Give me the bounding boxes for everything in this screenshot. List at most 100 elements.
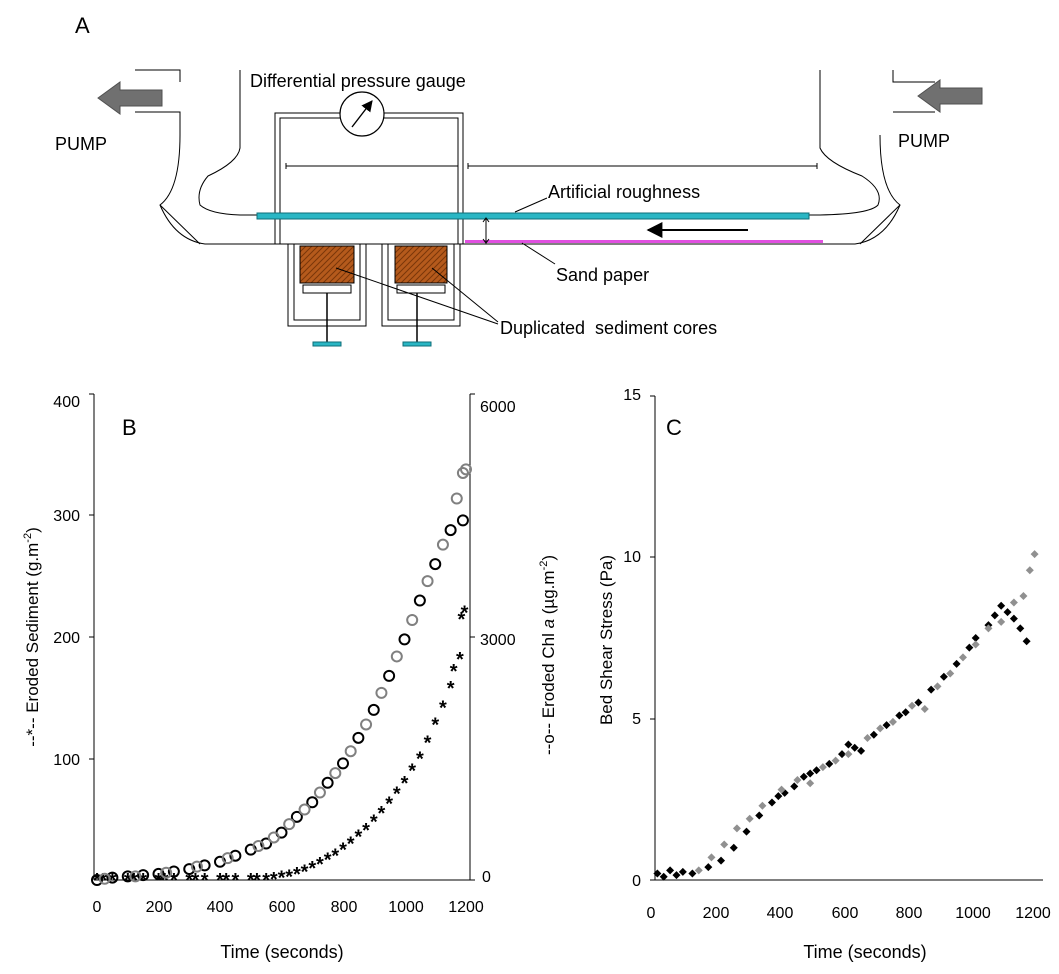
- data-point: [952, 659, 961, 668]
- data-point: [1030, 550, 1039, 559]
- data-point: [659, 872, 668, 881]
- data-point: [221, 852, 234, 865]
- panel-b-y-right-tick: 6000: [480, 399, 516, 416]
- data-point: [895, 711, 904, 720]
- data-point: *: [401, 773, 409, 795]
- data-point: [971, 634, 980, 642]
- sediment-core-right: [381, 243, 461, 347]
- data-point: *: [285, 866, 293, 888]
- data-point: [857, 746, 866, 755]
- panel-b-y-left-tick: 100: [53, 752, 80, 769]
- data-point: [456, 514, 469, 527]
- data-point: [313, 786, 326, 799]
- panel-b-x-tick: 1000: [388, 899, 424, 916]
- panel-b-x-tick: 600: [269, 899, 296, 916]
- data-point: *: [308, 858, 316, 880]
- data-point: [167, 865, 180, 878]
- sand-paper-strip: [465, 240, 823, 243]
- data-point: [767, 798, 776, 807]
- data-point: [901, 708, 910, 717]
- data-point: *: [416, 749, 424, 771]
- data-point: *: [457, 609, 465, 631]
- data-point: [666, 866, 675, 875]
- data-point: *: [222, 870, 230, 892]
- data-point: [198, 859, 211, 872]
- data-point: [106, 871, 119, 884]
- data-point: [939, 672, 948, 681]
- data-point: *: [456, 649, 464, 671]
- data-point: *: [253, 870, 261, 892]
- data-point: [406, 613, 419, 626]
- right-inlet-pipe: [892, 70, 935, 113]
- data-point: [390, 650, 403, 663]
- panel-b-x-tick: 200: [146, 899, 173, 916]
- panel-c-y-label: Bed Shear Stress (Pa): [597, 555, 616, 725]
- data-point: [375, 686, 388, 699]
- data-point: [774, 792, 783, 801]
- data-point: [971, 640, 980, 649]
- panel-c-x-tick: 600: [832, 905, 859, 922]
- panel-b-x-tick: 1200: [448, 899, 484, 916]
- left-pump-arrow-icon: [97, 81, 163, 115]
- data-point: *: [231, 870, 239, 892]
- data-point: [344, 745, 357, 758]
- panel-c-tick-marks: [650, 395, 655, 881]
- data-point: [688, 869, 697, 878]
- data-point: [252, 839, 265, 852]
- data-point: *: [324, 849, 332, 871]
- data-point: [790, 782, 799, 791]
- data-point: [653, 869, 662, 878]
- data-point: [717, 856, 726, 865]
- panel-b-y-left-label: --*-- Eroded Sediment (g.m-2): [22, 527, 42, 747]
- panel-c-x-tick: 800: [896, 905, 923, 922]
- data-point: [260, 837, 273, 850]
- data-point: [436, 538, 449, 551]
- data-point: *: [161, 870, 169, 892]
- data-point: [758, 801, 767, 810]
- data-point: [818, 763, 827, 772]
- data-point: [844, 750, 853, 759]
- data-point: [933, 682, 942, 691]
- data-point: [984, 624, 993, 633]
- data-point: [121, 870, 134, 883]
- data-point: *: [316, 854, 324, 876]
- data-point: [844, 740, 853, 749]
- panel-c-x-tick: 0: [647, 905, 656, 922]
- panel-a-letter: A: [75, 13, 90, 38]
- data-point: [456, 466, 469, 479]
- data-point: *: [155, 870, 163, 892]
- panel-b-y-right-label: --o-- Eroded Chl a (µg.m-2): [538, 555, 558, 755]
- data-point: [927, 685, 936, 694]
- data-point: *: [331, 846, 339, 868]
- data-point: [704, 863, 713, 872]
- data-point: *: [270, 869, 278, 891]
- data-point: *: [201, 870, 209, 892]
- data-point: [869, 730, 878, 739]
- data-point: *: [354, 826, 362, 848]
- data-point: *: [450, 661, 458, 683]
- data-point: [745, 814, 754, 823]
- data-point: [876, 724, 885, 733]
- data-point: *: [370, 812, 378, 834]
- data-point: *: [301, 861, 309, 883]
- panel-b-x-label: Time (seconds): [220, 942, 343, 962]
- left-outlet-pipe: [135, 69, 181, 135]
- data-point: [160, 866, 173, 879]
- data-point: *: [393, 784, 401, 806]
- panel-b-y-left-tick: 200: [53, 630, 80, 647]
- data-point: [360, 718, 373, 731]
- right-pump-arrow-icon: [917, 79, 983, 113]
- data-point: [755, 811, 764, 820]
- data-point: [997, 601, 1006, 610]
- data-point: *: [362, 820, 370, 842]
- data-point: *: [247, 870, 255, 892]
- data-point: [678, 867, 687, 876]
- panel-c-x-tick: 1200: [1015, 905, 1051, 922]
- data-point: *: [385, 793, 393, 815]
- data-point: *: [192, 870, 200, 892]
- gauge-label: Differential pressure gauge: [250, 71, 466, 91]
- data-point: [946, 669, 955, 678]
- data-point: [720, 840, 729, 849]
- data-point: [863, 734, 872, 743]
